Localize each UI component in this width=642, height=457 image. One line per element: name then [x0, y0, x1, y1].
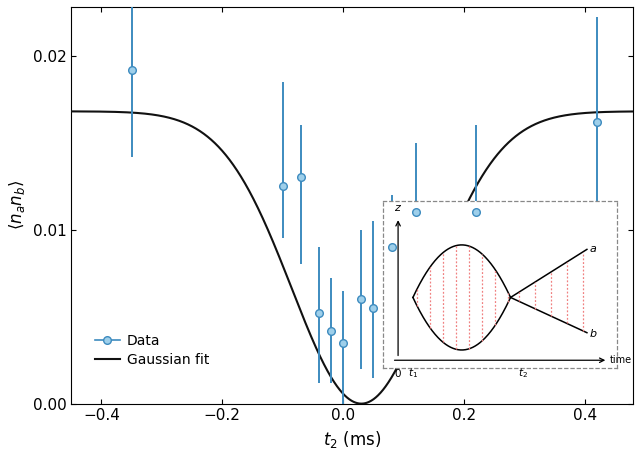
Legend: Data, Gaussian fit: Data, Gaussian fit	[89, 328, 214, 373]
Y-axis label: $\langle n_a n_b \rangle$: $\langle n_a n_b \rangle$	[7, 180, 27, 230]
X-axis label: $t_2$ (ms): $t_2$ (ms)	[323, 429, 381, 450]
